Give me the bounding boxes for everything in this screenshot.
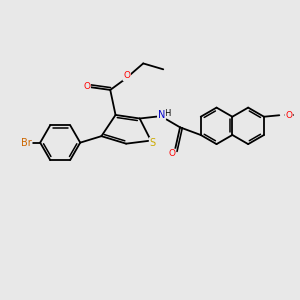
Text: O: O xyxy=(285,111,292,120)
Text: N: N xyxy=(158,110,165,120)
Text: Br: Br xyxy=(21,138,32,148)
Text: O: O xyxy=(83,82,90,91)
Text: H: H xyxy=(164,109,171,118)
Text: O: O xyxy=(123,71,130,80)
Text: O: O xyxy=(168,149,175,158)
Text: S: S xyxy=(150,138,156,148)
